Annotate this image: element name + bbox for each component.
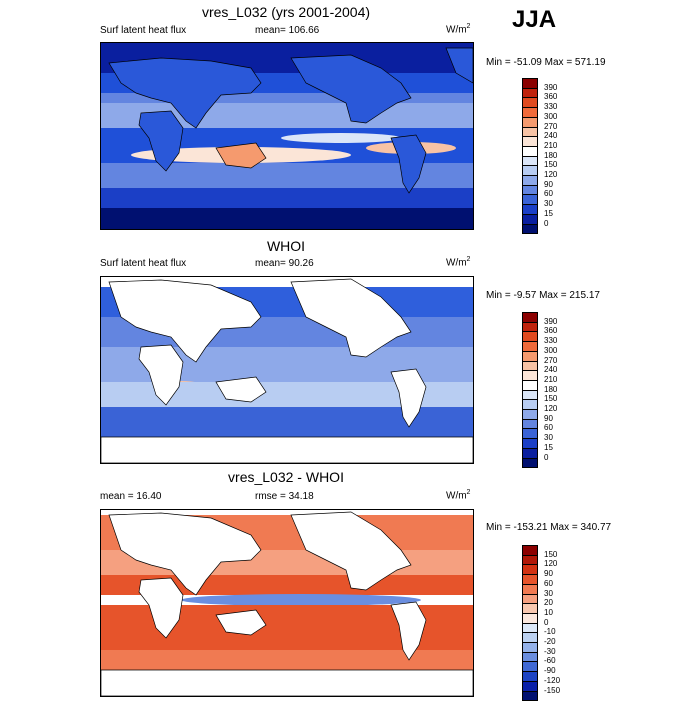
- panel-2-mean-label: mean= 90.26: [255, 258, 314, 269]
- colorbar-tick-label: -10: [544, 627, 556, 636]
- panel-1-mean-label: mean= 106.66: [255, 25, 319, 36]
- colorbar-tick-label: 0: [544, 453, 548, 462]
- colorbar-tick-label: 10: [544, 608, 553, 617]
- panel-3-map-svg: [101, 510, 473, 696]
- colorbar-tick-label: -90: [544, 666, 556, 675]
- colorbar-tick-label: 300: [544, 346, 557, 355]
- colorbar-tick-label: 180: [544, 385, 557, 394]
- colorbar-tick-label: 20: [544, 598, 553, 607]
- colorbar-tick-label: 90: [544, 180, 553, 189]
- colorbar-tick-label: 15: [544, 443, 553, 452]
- panel-2-map: [100, 276, 474, 464]
- colorbar-tick-label: 90: [544, 414, 553, 423]
- colorbar-tick-label: 210: [544, 375, 557, 384]
- colorbar-tick-label: 270: [544, 356, 557, 365]
- panel-3-minmax: Min = -153.21 Max = 340.77: [486, 522, 611, 533]
- colorbar-tick-label: 390: [544, 83, 557, 92]
- panel-1-map: [100, 42, 474, 230]
- panel-3-rmse-label: rmse = 34.18: [255, 491, 314, 502]
- colorbar-tick-label: -30: [544, 647, 556, 656]
- colorbar-swatch: [522, 224, 538, 235]
- colorbar-tick-label: 330: [544, 336, 557, 345]
- colorbar-tick-label: 60: [544, 579, 553, 588]
- colorbar-tick-label: 240: [544, 131, 557, 140]
- panel-1-variable-label: Surf latent heat flux: [100, 25, 186, 36]
- colorbar-tick-label: 240: [544, 365, 557, 374]
- colorbar-tick-label: 90: [544, 569, 553, 578]
- panel-2-map-svg: [101, 277, 473, 463]
- colorbar-tick-label: 120: [544, 559, 557, 568]
- colorbar-tick-label: 120: [544, 404, 557, 413]
- colorbar-tick-label: 150: [544, 394, 557, 403]
- panel-1-map-svg: [101, 43, 473, 229]
- panel-1-units: W/m2: [446, 23, 470, 35]
- panel-2-variable-label: Surf latent heat flux: [100, 258, 186, 269]
- colorbar-tick-label: 30: [544, 433, 553, 442]
- colorbar-tick-label: 30: [544, 589, 553, 598]
- panel-2-units: W/m2: [446, 256, 470, 268]
- colorbar-tick-label: -20: [544, 637, 556, 646]
- colorbar-tick-label: -120: [544, 676, 560, 685]
- colorbar-swatch: [522, 458, 538, 469]
- colorbar-tick-label: 330: [544, 102, 557, 111]
- colorbar-tick-label: 210: [544, 141, 557, 150]
- panel-1-title: vres_L032 (yrs 2001-2004): [100, 4, 472, 20]
- panel-2-title: WHOI: [100, 238, 472, 254]
- colorbar-tick-label: 15: [544, 209, 553, 218]
- colorbar-tick-label: 0: [544, 219, 548, 228]
- colorbar-swatch: [522, 691, 538, 701]
- colorbar-tick-label: -60: [544, 656, 556, 665]
- colorbar-tick-label: -150: [544, 686, 560, 695]
- panel-3-map: [100, 509, 474, 697]
- panel-3-units: W/m2: [446, 489, 470, 501]
- colorbar-tick-label: 300: [544, 112, 557, 121]
- colorbar-tick-label: 180: [544, 151, 557, 160]
- colorbar-tick-label: 30: [544, 199, 553, 208]
- colorbar-tick-label: 360: [544, 92, 557, 101]
- colorbar-tick-label: 60: [544, 189, 553, 198]
- colorbar-tick-label: 120: [544, 170, 557, 179]
- panel-1-minmax: Min = -51.09 Max = 571.19: [486, 57, 606, 68]
- colorbar-tick-label: 0: [544, 618, 548, 627]
- season-label: JJA: [512, 6, 556, 34]
- colorbar-tick-label: 390: [544, 317, 557, 326]
- colorbar-tick-label: 150: [544, 160, 557, 169]
- colorbar-tick-label: 270: [544, 122, 557, 131]
- colorbar-tick-label: 150: [544, 550, 557, 559]
- panel-2-minmax: Min = -9.57 Max = 215.17: [486, 290, 600, 301]
- colorbar-tick-label: 360: [544, 326, 557, 335]
- colorbar-tick-label: 60: [544, 423, 553, 432]
- panel-3-mean-label: mean = 16.40: [100, 491, 161, 502]
- panel-3-title: vres_L032 - WHOI: [100, 469, 472, 485]
